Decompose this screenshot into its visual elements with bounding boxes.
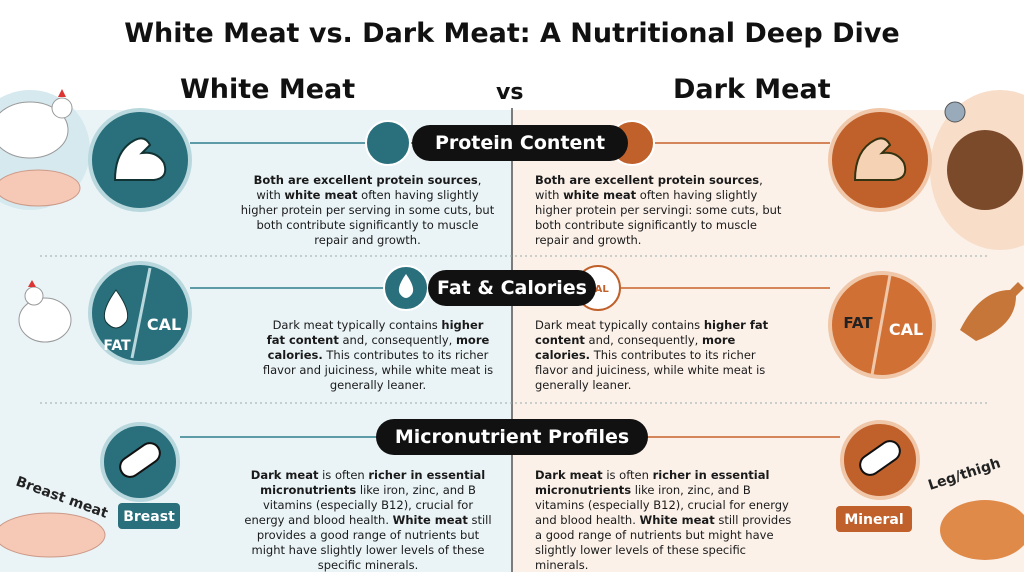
- fat-label: FAT: [843, 314, 873, 332]
- paragraph: Dark meat typically contains higher fat …: [262, 318, 494, 393]
- text-run: This contributes to its richer flavor an…: [535, 348, 766, 392]
- badge-label: Breast: [123, 509, 175, 525]
- text-run: more calories.: [267, 333, 490, 362]
- text-run: richer in essential micronutrients: [535, 468, 770, 497]
- leg-thigh: [940, 500, 1024, 560]
- comb: [28, 280, 36, 287]
- fat-label: FAT: [103, 338, 131, 354]
- text-run: like iron, zinc, and B vitamins (especia…: [535, 483, 789, 527]
- text-run: and, consequently,: [584, 333, 702, 347]
- title: White Meat vs. Dark Meat: A Nutritional …: [124, 18, 900, 49]
- paragraph: Dark meat is often richer in essential m…: [242, 468, 494, 572]
- text-run: Both are excellent protein sources: [253, 173, 478, 187]
- cal-label: CAL: [587, 284, 609, 295]
- right-heading: Dark Meat: [673, 74, 831, 105]
- pill-icon: [859, 440, 901, 476]
- paragraph: Both are excellent protein sources, with…: [240, 173, 495, 248]
- text-run: Dark meat: [535, 468, 603, 482]
- text-run: often having slightly higher protein per…: [535, 188, 782, 247]
- text-run: Both are excellent protein sources: [535, 173, 760, 187]
- cal-label: CAL: [147, 315, 181, 334]
- left-panel: [0, 110, 512, 572]
- left-heading: White Meat: [180, 74, 356, 105]
- chicken-head: [24, 286, 44, 306]
- small-icon: [365, 120, 411, 166]
- badge: [836, 506, 912, 532]
- paragraph: Dark meat is often richer in essential m…: [535, 468, 797, 572]
- vs-label: vs: [496, 80, 524, 105]
- text-run: and, consequently,: [338, 333, 456, 347]
- breast-meat: [0, 512, 106, 558]
- text-run: is often: [602, 468, 653, 482]
- chicken-head: [51, 97, 73, 119]
- droplet: [398, 274, 414, 298]
- paragraph: Dark meat typically contains higher fat …: [535, 318, 785, 393]
- text-run: is often: [318, 468, 369, 482]
- text-run: Dark meat: [250, 468, 319, 482]
- breast-meat: [0, 169, 81, 207]
- text-run: This contributes to its richer flavor an…: [262, 348, 494, 392]
- badge-label: Mineral: [844, 512, 903, 528]
- text-run: White meat: [639, 513, 715, 527]
- text-run: richer in essential micronutrients: [260, 468, 486, 497]
- drumstick: [960, 282, 1024, 341]
- text-run: higher fat content: [266, 318, 484, 347]
- text-run: more calories.: [535, 333, 736, 362]
- turkey-head: [944, 101, 966, 123]
- text-run: still provides a good range of nutrients…: [535, 513, 792, 572]
- text-run: higher fat content: [535, 318, 769, 347]
- droplet: [103, 289, 129, 329]
- section-heading: Protein Content: [412, 125, 628, 161]
- text-run: , with: [256, 173, 482, 202]
- chicken: [18, 297, 72, 343]
- paragraph: Both are excellent protein sources, with…: [535, 173, 785, 248]
- chicken: [0, 101, 69, 159]
- split: [130, 267, 152, 359]
- arm-icon: [113, 137, 167, 181]
- text-run: still provides a good range of nutrients…: [251, 513, 492, 572]
- section-heading: Micronutrient Profiles: [376, 419, 648, 455]
- text-run: Dark meat typically contains: [272, 318, 442, 332]
- text-run: often having slightly higher protein per…: [240, 188, 495, 247]
- text-run: , with: [535, 173, 763, 202]
- split: [870, 274, 892, 376]
- pill-icon: [119, 442, 161, 478]
- arm-icon: [853, 137, 907, 181]
- text-run: like iron, zinc, and B vitamins (especia…: [244, 483, 476, 527]
- comb: [58, 89, 66, 97]
- badge: [118, 503, 180, 529]
- section-heading: Fat & Calories: [428, 270, 596, 306]
- cal-label: CAL: [889, 320, 923, 339]
- text-run: white meat: [284, 188, 358, 202]
- text-run: White meat: [392, 513, 468, 527]
- text-run: Dark meat typically contains: [535, 318, 704, 332]
- text-run: white meat: [563, 188, 637, 202]
- turkey: [947, 130, 1023, 210]
